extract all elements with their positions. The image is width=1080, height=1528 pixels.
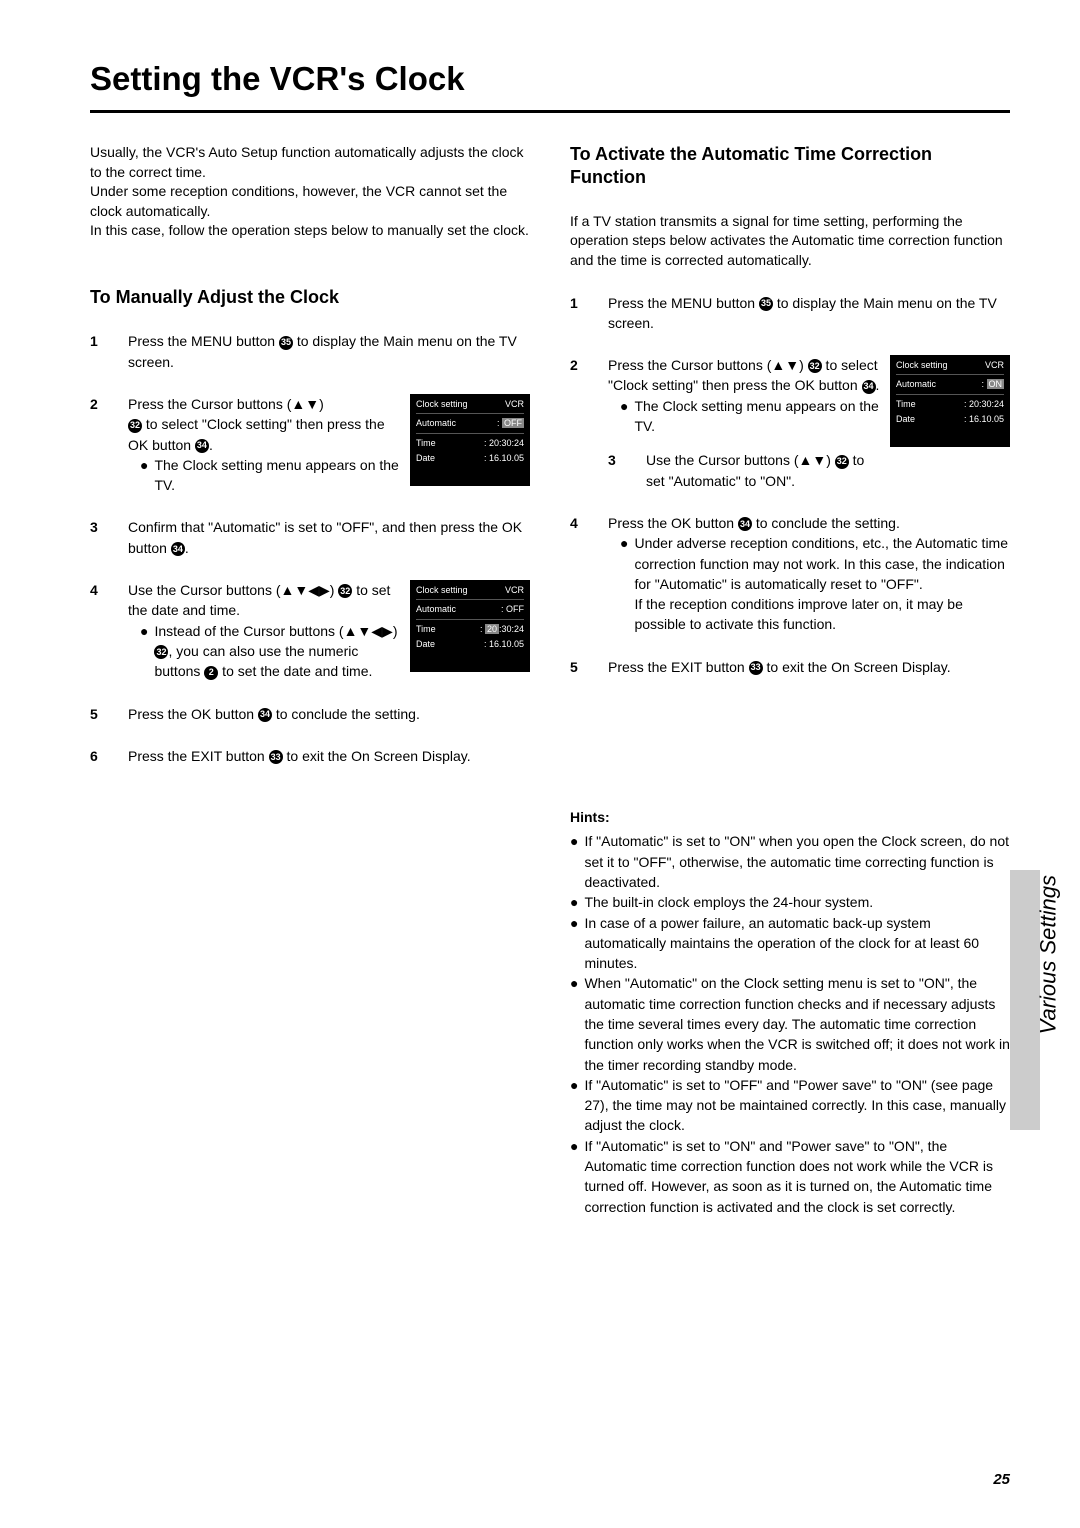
step-item: 5Press the OK button 34 to conclude the …	[90, 704, 530, 724]
button-ref-icon: 32	[154, 645, 168, 659]
step-item: 4Use the Cursor buttons (▲▼◀▶) 32 to set…	[90, 580, 530, 681]
right-steps: 1Press the MENU button 35 to display the…	[570, 293, 1010, 677]
page-title: Setting the VCR's Clock	[90, 60, 1010, 113]
right-heading: To Activate the Automatic Time Correctio…	[570, 143, 1010, 190]
step-item: 6Press the EXIT button 33 to exit the On…	[90, 746, 530, 766]
button-ref-icon: 33	[749, 661, 763, 675]
hint-item: ●When "Automatic" on the Clock setting m…	[570, 973, 1010, 1074]
right-intro: If a TV station transmits a signal for t…	[570, 212, 1010, 271]
hint-item: ●In case of a power failure, an automati…	[570, 913, 1010, 974]
step-item: 4Press the OK button 34 to conclude the …	[570, 513, 1010, 635]
button-ref-icon: 2	[204, 666, 218, 680]
hint-item: ●The built-in clock employs the 24-hour …	[570, 892, 1010, 912]
right-column: To Activate the Automatic Time Correctio…	[570, 143, 1010, 1217]
osd-menu: Clock settingVCRAutomatic: ONTime: 20:30…	[890, 355, 1010, 447]
page-number: 25	[993, 1471, 1010, 1488]
osd-menu: Clock settingVCRAutomatic: OFFTime: 20:3…	[410, 394, 530, 486]
hints-list: ●If "Automatic" is set to "ON" when you …	[570, 831, 1010, 1217]
button-ref-icon: 34	[738, 517, 752, 531]
button-ref-icon: 33	[269, 750, 283, 764]
side-label: Various Settings	[1035, 875, 1061, 1034]
step-item: 1Press the MENU button 35 to display the…	[570, 293, 1010, 334]
button-ref-icon: 34	[862, 380, 876, 394]
left-steps: 1Press the MENU button 35 to display the…	[90, 331, 530, 766]
left-column: Usually, the VCR's Auto Setup function a…	[90, 143, 530, 1217]
button-ref-icon: 35	[759, 297, 773, 311]
step-item: 5Press the EXIT button 33 to exit the On…	[570, 657, 1010, 677]
button-ref-icon: 32	[808, 359, 822, 373]
hints-block: Hints: ●If "Automatic" is set to "ON" wh…	[570, 807, 1010, 1217]
button-ref-icon: 32	[835, 455, 849, 469]
hint-item: ●If "Automatic" is set to "OFF" and "Pow…	[570, 1075, 1010, 1136]
step-item: 2Press the Cursor buttons (▲▼)32 to sele…	[90, 394, 530, 495]
hint-item: ●If "Automatic" is set to "ON" and "Powe…	[570, 1136, 1010, 1217]
content-columns: Usually, the VCR's Auto Setup function a…	[90, 143, 1010, 1217]
button-ref-icon: 32	[128, 419, 142, 433]
button-ref-icon: 34	[171, 542, 185, 556]
button-ref-icon: 35	[279, 336, 293, 350]
step-item: 1Press the MENU button 35 to display the…	[90, 331, 530, 372]
step-item: 3Confirm that "Automatic" is set to "OFF…	[90, 517, 530, 558]
button-ref-icon: 34	[195, 439, 209, 453]
hints-title: Hints:	[570, 807, 1010, 827]
left-heading: To Manually Adjust the Clock	[90, 286, 530, 309]
button-ref-icon: 34	[258, 708, 272, 722]
step-item: 2Press the Cursor buttons (▲▼) 32 to sel…	[570, 355, 1010, 491]
button-ref-icon: 32	[338, 584, 352, 598]
hint-item: ●If "Automatic" is set to "ON" when you …	[570, 831, 1010, 892]
intro-text: Usually, the VCR's Auto Setup function a…	[90, 143, 530, 241]
osd-menu: Clock settingVCRAutomatic: OFFTime: 20:3…	[410, 580, 530, 672]
